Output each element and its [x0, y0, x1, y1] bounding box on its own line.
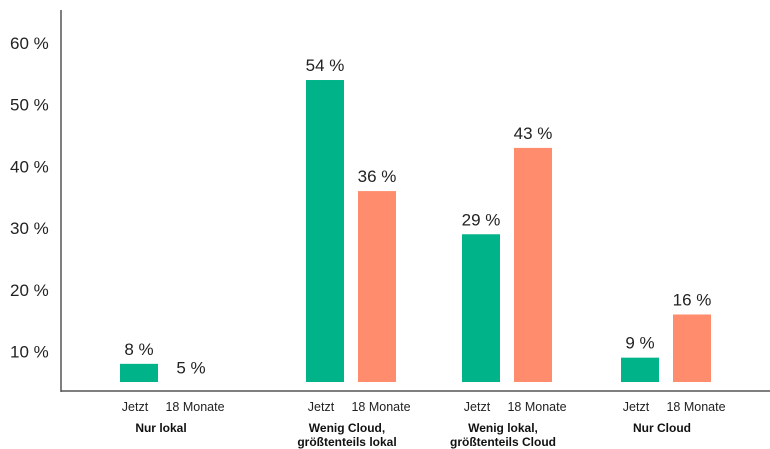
series-sublabel: 18 Monate	[165, 400, 224, 414]
bar-18-monate	[358, 191, 396, 382]
value-label: 29 %	[462, 210, 501, 229]
labels-layer: 8 % Jetzt 5 % 18 Monate Nur lokal 54 % Jetzt 36…	[122, 56, 726, 449]
series-sublabel: Jetzt	[623, 400, 650, 414]
series-sublabel: 18 Monate	[507, 400, 566, 414]
category-label: größtenteils Cloud	[450, 435, 556, 449]
value-label: 5 %	[176, 358, 205, 377]
series-sublabel: Jetzt	[308, 400, 335, 414]
value-label: 36 %	[358, 167, 397, 186]
bar-jetzt	[621, 357, 659, 382]
bar-jetzt	[120, 363, 158, 382]
category-label: Wenig Cloud,	[309, 421, 385, 435]
value-label: 8 %	[124, 340, 153, 359]
value-label: 16 %	[673, 290, 712, 309]
category-label: größtenteils lokal	[297, 435, 396, 449]
category-label: Nur Cloud	[633, 421, 691, 435]
value-label: 9 %	[625, 334, 654, 353]
y-axis-ticks: 10 % 20 % 30 % 40 % 50 % 60 %	[10, 34, 49, 362]
bar-18-monate	[514, 147, 552, 382]
series-sublabel: Jetzt	[122, 400, 149, 414]
y-tick-label: 50 %	[10, 96, 49, 115]
value-label: 43 %	[514, 124, 553, 143]
y-tick-label: 30 %	[10, 219, 49, 238]
category-label: Nur lokal	[135, 421, 186, 435]
category-label: Wenig lokal,	[468, 421, 538, 435]
y-tick-label: 40 %	[10, 157, 49, 176]
series-sublabel: 18 Monate	[351, 400, 410, 414]
series-sublabel: Jetzt	[464, 400, 491, 414]
bars-layer	[120, 80, 711, 383]
bar-18-monate	[673, 314, 711, 382]
y-tick-label: 10 %	[10, 343, 49, 362]
y-tick-label: 20 %	[10, 281, 49, 300]
series-sublabel: 18 Monate	[666, 400, 725, 414]
y-tick-label: 60 %	[10, 34, 49, 53]
bar-jetzt	[462, 234, 500, 382]
value-label: 54 %	[306, 56, 345, 75]
bar-jetzt	[306, 80, 344, 383]
